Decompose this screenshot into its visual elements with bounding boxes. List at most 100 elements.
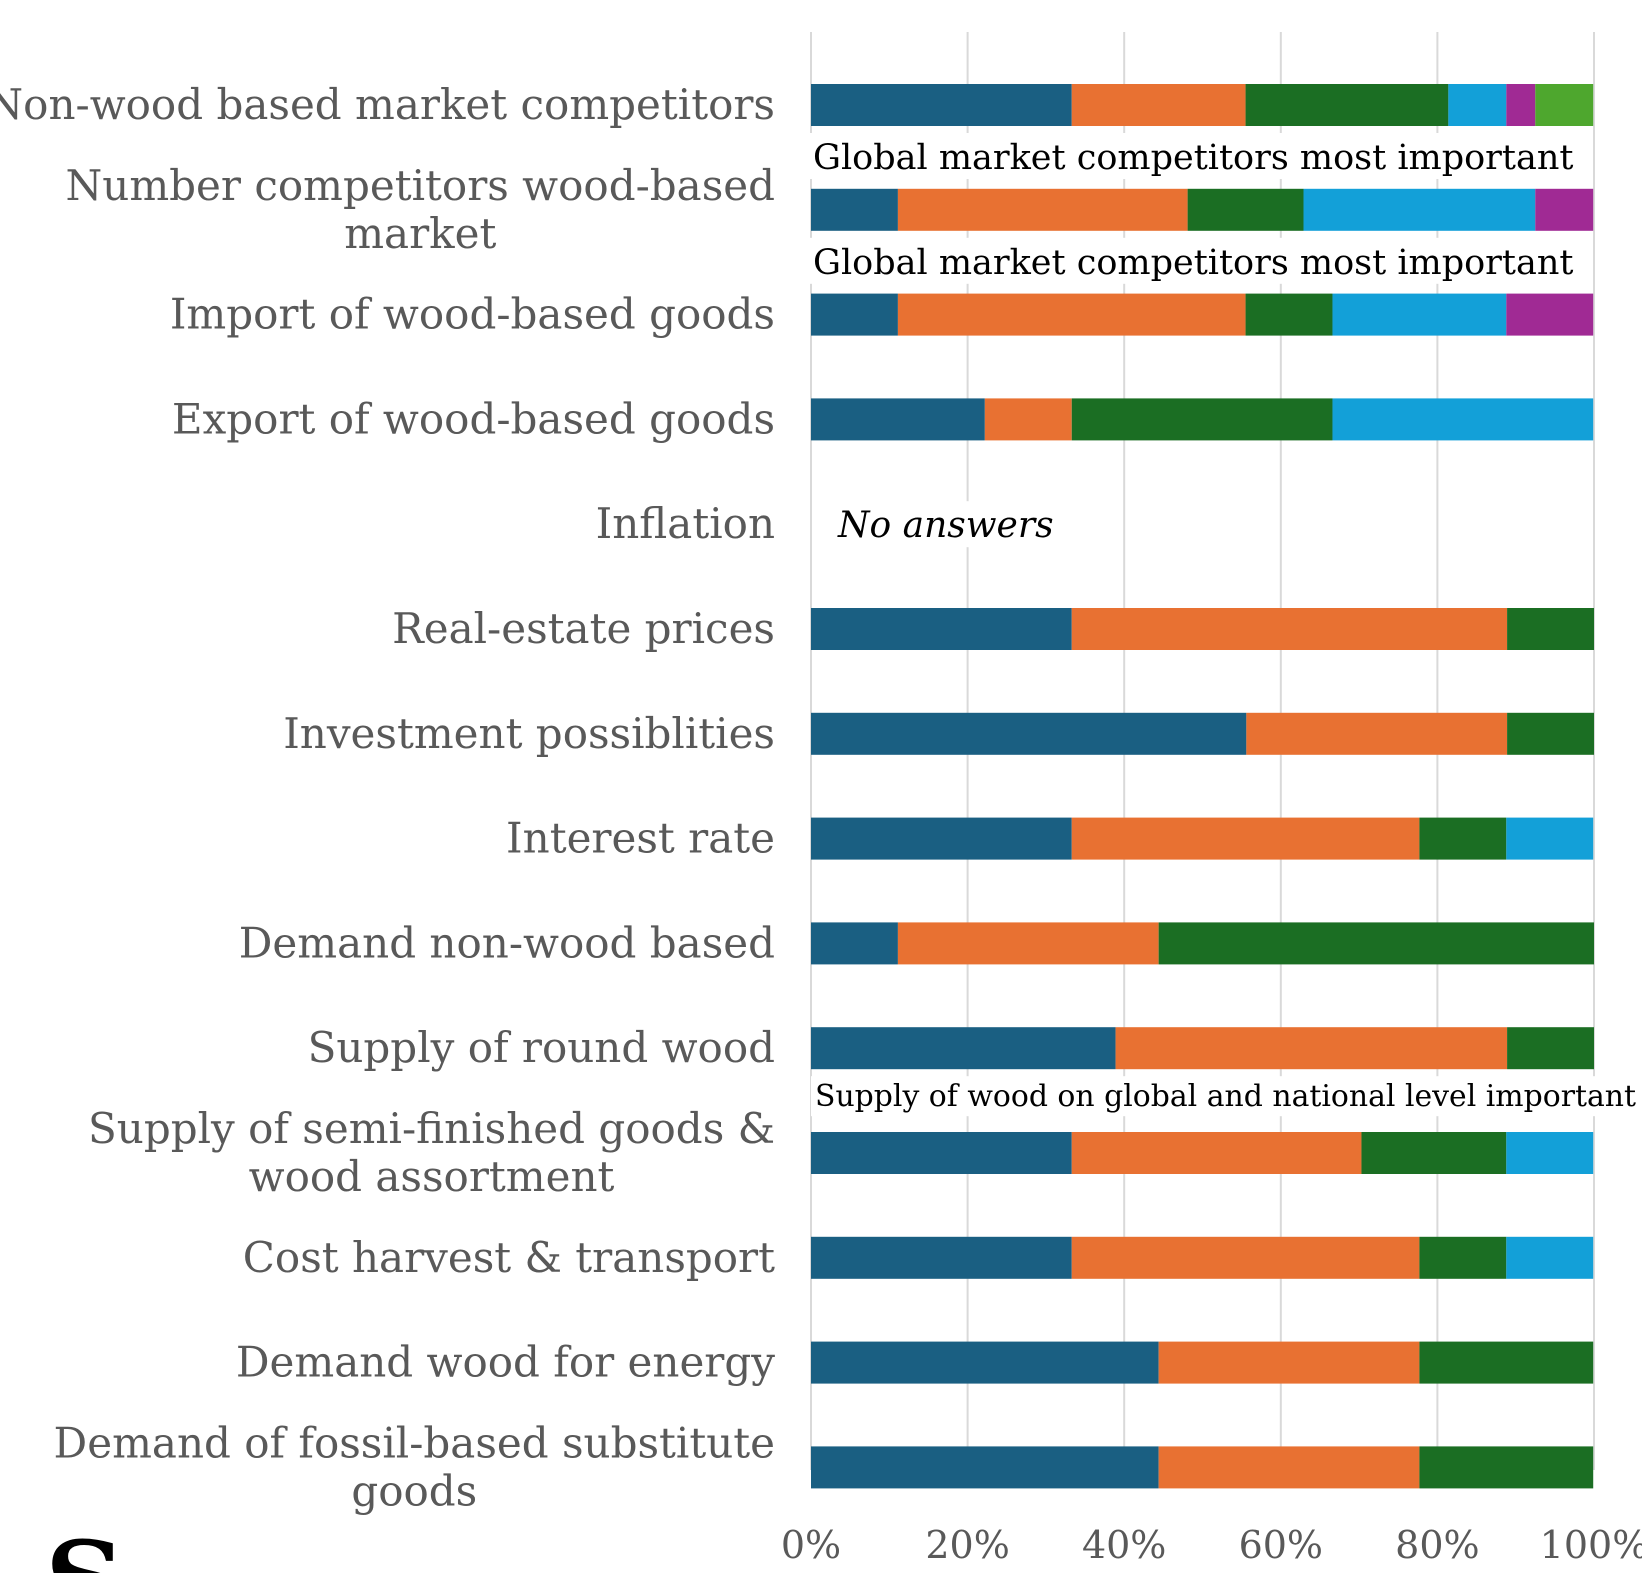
- category-label-line: Import of wood-based goods: [170, 290, 775, 339]
- x-tick-label: 0%: [781, 1523, 841, 1567]
- bar-segment: [984, 398, 1072, 441]
- x-axis-tick-labels: 0% 20% 40% 60% 80% 100%: [781, 1523, 1642, 1567]
- category-label-line: Investment possiblities: [283, 709, 775, 758]
- category-label-line: Export of wood-based goods: [172, 394, 775, 443]
- category-label: Number competitors wood-based market: [66, 161, 775, 258]
- category-label: Investment possiblities: [283, 709, 775, 758]
- bar-segment: [1115, 1027, 1508, 1070]
- bar-segment: [1246, 712, 1508, 755]
- bar-segment: [1158, 922, 1594, 965]
- bar-segment: [1071, 398, 1333, 441]
- category-label: Supply of semi-finished goods & wood asso…: [88, 1104, 775, 1201]
- annotation-text: No answers: [837, 505, 1054, 546]
- category-label: Demand non-wood based: [239, 918, 775, 967]
- bar-segment: [1071, 608, 1508, 650]
- category-label-line: Demand non-wood based: [239, 918, 775, 967]
- bar-segment: [1245, 84, 1449, 126]
- category-label: Demand of fossil-based substitute goods: [54, 1418, 775, 1515]
- category-label-line: Demand wood for energy: [236, 1338, 775, 1387]
- bar-segment: [811, 1027, 1116, 1070]
- annotation-text: Supply of wood on global and national le…: [815, 1079, 1636, 1114]
- annotation-text: Global market competitors most important: [813, 138, 1573, 178]
- bar-segment: [811, 1341, 1159, 1384]
- category-label: Inflation: [596, 499, 775, 548]
- bar-segment: [811, 817, 1072, 860]
- x-tick-label: 20%: [925, 1523, 1009, 1567]
- bars: [811, 84, 1594, 1489]
- bar-segment: [1535, 188, 1594, 231]
- category-label-line: market: [344, 209, 496, 258]
- annotation-background: [834, 501, 1058, 548]
- bar-segment: [811, 1446, 1159, 1489]
- bar-segment: [1332, 293, 1507, 336]
- bar-segment: [897, 293, 1246, 336]
- bar-segment: [1419, 1236, 1507, 1279]
- x-tick-label: 80%: [1395, 1523, 1479, 1567]
- stray-glyph: S: [45, 1517, 124, 1573]
- bar-segment: [1506, 1132, 1594, 1174]
- bar-segment: [1361, 1132, 1507, 1174]
- category-label: Real-estate prices: [392, 604, 775, 653]
- bar-segment: [1507, 1027, 1594, 1070]
- annotation-background: [811, 1076, 1640, 1117]
- category-label-line: wood assortment: [249, 1152, 615, 1201]
- bar-segment: [897, 188, 1188, 231]
- annotation-text: Global market competitors most important: [813, 243, 1573, 283]
- bar-segment: [1506, 84, 1536, 126]
- bar-segment: [811, 398, 985, 441]
- category-label-line: Inflation: [596, 499, 775, 548]
- bar-segment: [811, 1236, 1072, 1279]
- category-label-line: Cost harvest & transport: [243, 1233, 775, 1282]
- bar-segment: [811, 188, 898, 231]
- bar-segment: [1419, 1446, 1594, 1489]
- bar-segment: [897, 922, 1159, 965]
- bar-segment: [1071, 1132, 1362, 1174]
- bar-segment: [1535, 84, 1594, 126]
- category-label: Interest rate: [506, 814, 775, 863]
- annotation-background: [809, 133, 1578, 179]
- bar-segment: [1506, 1236, 1594, 1279]
- bar-segment: [811, 1132, 1072, 1174]
- x-tick-label: 100%: [1540, 1523, 1642, 1567]
- bar-segment: [1419, 1341, 1594, 1384]
- annotation-background: [809, 237, 1578, 284]
- category-label-line: Real-estate prices: [392, 604, 775, 653]
- category-label-line: Interest rate: [506, 814, 775, 863]
- category-labels: Non-wood based market competitors Number …: [0, 80, 775, 1515]
- category-label-line: goods: [351, 1466, 477, 1515]
- bar-segment: [1506, 817, 1594, 860]
- category-label: Export of wood-based goods: [172, 394, 775, 443]
- category-label-line: Number competitors wood-based: [66, 161, 775, 210]
- category-label: Import of wood-based goods: [170, 290, 775, 339]
- bar-segment: [811, 293, 898, 336]
- category-label-line: Supply of semi-finished goods &: [88, 1104, 775, 1153]
- bar-segment: [811, 922, 898, 965]
- category-label: Supply of round wood: [308, 1023, 775, 1072]
- bar-segment: [1448, 84, 1507, 126]
- bar-segment: [1303, 188, 1536, 231]
- bar-segment: [1187, 188, 1304, 231]
- category-label: Demand wood for energy: [236, 1338, 775, 1387]
- bar-segment: [1332, 398, 1594, 441]
- bar-segment: [1158, 1341, 1420, 1384]
- bar-segment: [1158, 1446, 1420, 1489]
- bar-segment: [811, 608, 1072, 650]
- bar-segment: [1419, 817, 1507, 860]
- bar-segment: [1506, 293, 1594, 336]
- x-tick-label: 60%: [1239, 1523, 1323, 1567]
- bar-segment: [1071, 1236, 1420, 1279]
- annotations: Global market competitors most important…: [809, 133, 1640, 1117]
- bar-segment: [1507, 712, 1594, 755]
- category-label-line: Demand of fossil-based substitute: [54, 1418, 775, 1467]
- bar-segment: [811, 84, 1072, 126]
- bar-segment: [1071, 817, 1420, 860]
- category-label: Non-wood based market competitors: [0, 80, 775, 129]
- bar-segment: [1245, 293, 1333, 336]
- bar-segment: [811, 712, 1247, 755]
- bar-segment: [1507, 608, 1594, 650]
- bar-segment: [1071, 84, 1246, 126]
- category-label-line: Supply of round wood: [308, 1023, 775, 1072]
- category-label: Cost harvest & transport: [243, 1233, 775, 1282]
- x-tick-label: 40%: [1082, 1523, 1166, 1567]
